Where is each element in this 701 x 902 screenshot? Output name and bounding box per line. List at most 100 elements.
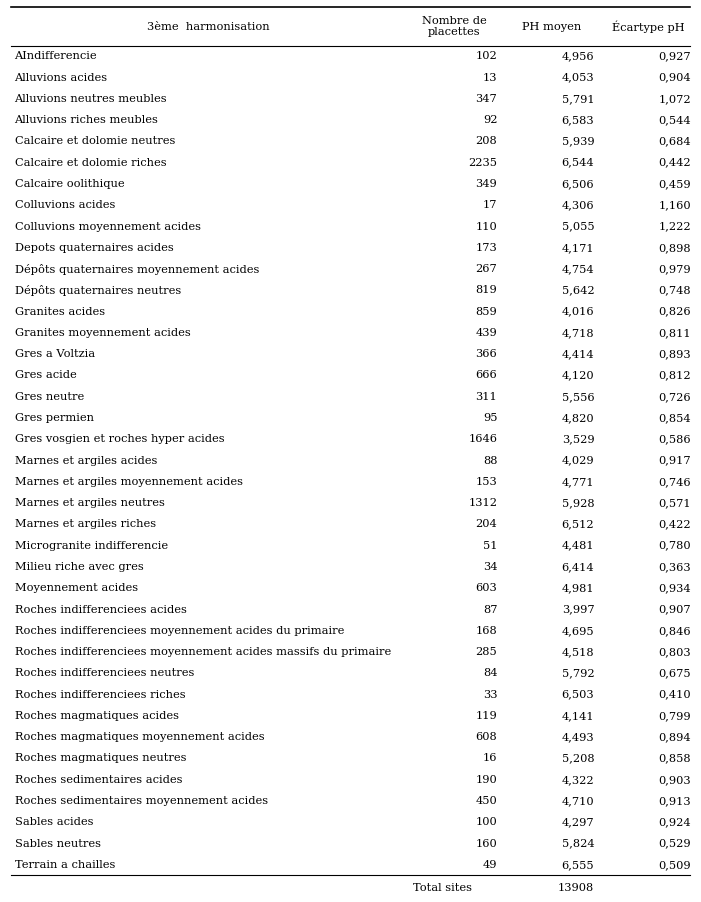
Text: Alluvions acides: Alluvions acides — [15, 72, 108, 83]
Text: 88: 88 — [483, 456, 497, 465]
Text: 4,981: 4,981 — [562, 584, 594, 594]
Text: 2235: 2235 — [468, 158, 497, 168]
Text: 0,893: 0,893 — [659, 349, 691, 359]
Text: 0,748: 0,748 — [659, 285, 691, 295]
Text: 0,913: 0,913 — [659, 796, 691, 806]
Text: 6,555: 6,555 — [562, 860, 594, 870]
Text: Colluvions moyennement acides: Colluvions moyennement acides — [15, 222, 200, 232]
Text: 450: 450 — [475, 796, 497, 806]
Text: 0,894: 0,894 — [659, 732, 691, 742]
Text: 0,826: 0,826 — [659, 307, 691, 317]
Text: 4,481: 4,481 — [562, 540, 594, 551]
Text: Calcaire oolithique: Calcaire oolithique — [15, 179, 124, 189]
Text: 110: 110 — [475, 222, 497, 232]
Text: 1312: 1312 — [468, 498, 497, 508]
Text: 439: 439 — [475, 328, 497, 338]
Text: Roches indifferenciees acides: Roches indifferenciees acides — [15, 604, 186, 614]
Text: 1,160: 1,160 — [659, 200, 691, 210]
Text: 3ème  harmonisation: 3ème harmonisation — [147, 22, 270, 32]
Text: 0,858: 0,858 — [659, 753, 691, 763]
Text: 347: 347 — [475, 94, 497, 104]
Text: 87: 87 — [483, 604, 497, 614]
Text: Marnes et argiles neutres: Marnes et argiles neutres — [15, 498, 165, 508]
Text: Écartype pH: Écartype pH — [612, 20, 685, 32]
Text: 6,544: 6,544 — [562, 158, 594, 168]
Text: 0,529: 0,529 — [659, 839, 691, 849]
Text: 1,072: 1,072 — [659, 94, 691, 104]
Text: 666: 666 — [475, 371, 497, 381]
Text: Microgranite indifferencie: Microgranite indifferencie — [15, 540, 168, 551]
Text: 4,120: 4,120 — [562, 371, 594, 381]
Text: 0,363: 0,363 — [659, 562, 691, 572]
Text: Roches indifferenciees neutres: Roches indifferenciees neutres — [15, 668, 194, 678]
Text: 13908: 13908 — [558, 883, 594, 893]
Text: 0,410: 0,410 — [659, 690, 691, 700]
Text: 0,746: 0,746 — [659, 477, 691, 487]
Text: 153: 153 — [475, 477, 497, 487]
Text: 0,907: 0,907 — [659, 604, 691, 614]
Text: Sables neutres: Sables neutres — [15, 839, 100, 849]
Text: 6,583: 6,583 — [562, 115, 594, 125]
Text: Gres a Voltzia: Gres a Voltzia — [15, 349, 95, 359]
Text: 0,586: 0,586 — [659, 434, 691, 445]
Text: 5,208: 5,208 — [562, 753, 594, 763]
Text: 4,053: 4,053 — [562, 72, 594, 83]
Text: 0,799: 0,799 — [659, 711, 691, 721]
Text: 4,414: 4,414 — [562, 349, 594, 359]
Text: 4,297: 4,297 — [562, 817, 594, 827]
Text: 51: 51 — [483, 540, 497, 551]
Text: 4,016: 4,016 — [562, 307, 594, 317]
Text: Roches sedimentaires moyennement acides: Roches sedimentaires moyennement acides — [15, 796, 268, 806]
Text: Alluvions riches meubles: Alluvions riches meubles — [15, 115, 158, 125]
Text: 5,642: 5,642 — [562, 285, 594, 295]
Text: 0,803: 0,803 — [659, 647, 691, 657]
Text: 0,927: 0,927 — [659, 51, 691, 61]
Text: Moyennement acides: Moyennement acides — [15, 584, 137, 594]
Text: Total sites: Total sites — [413, 883, 472, 893]
Text: 160: 160 — [475, 839, 497, 849]
Text: 0,812: 0,812 — [659, 371, 691, 381]
Text: 168: 168 — [475, 626, 497, 636]
Text: Calcaire et dolomie neutres: Calcaire et dolomie neutres — [15, 136, 175, 146]
Text: Roches magmatiques neutres: Roches magmatiques neutres — [15, 753, 186, 763]
Text: Gres permien: Gres permien — [15, 413, 93, 423]
Text: 4,518: 4,518 — [562, 647, 594, 657]
Text: 4,695: 4,695 — [562, 626, 594, 636]
Text: Alluvions neutres meubles: Alluvions neutres meubles — [15, 94, 167, 104]
Text: 4,754: 4,754 — [562, 264, 594, 274]
Text: 5,055: 5,055 — [562, 222, 594, 232]
Text: 0,904: 0,904 — [659, 72, 691, 83]
Text: 0,917: 0,917 — [659, 456, 691, 465]
Text: 34: 34 — [483, 562, 497, 572]
Text: 4,956: 4,956 — [562, 51, 594, 61]
Text: Marnes et argiles acides: Marnes et argiles acides — [15, 456, 157, 465]
Text: Marnes et argiles moyennement acides: Marnes et argiles moyennement acides — [15, 477, 243, 487]
Text: 859: 859 — [475, 307, 497, 317]
Text: 4,306: 4,306 — [562, 200, 594, 210]
Text: 0,811: 0,811 — [659, 328, 691, 338]
Text: 4,493: 4,493 — [562, 732, 594, 742]
Text: 0,898: 0,898 — [659, 243, 691, 253]
Text: Roches indifferenciees riches: Roches indifferenciees riches — [15, 690, 185, 700]
Text: 0,684: 0,684 — [659, 136, 691, 146]
Text: 4,718: 4,718 — [562, 328, 594, 338]
Text: Colluvions acides: Colluvions acides — [15, 200, 115, 210]
Text: 6,512: 6,512 — [562, 520, 594, 529]
Text: 0,675: 0,675 — [659, 668, 691, 678]
Text: 119: 119 — [475, 711, 497, 721]
Text: 102: 102 — [475, 51, 497, 61]
Text: 208: 208 — [475, 136, 497, 146]
Text: Terrain a chailles: Terrain a chailles — [15, 860, 115, 870]
Text: AIndifferencie: AIndifferencie — [15, 51, 97, 61]
Text: Roches magmatiques acides: Roches magmatiques acides — [15, 711, 179, 721]
Text: 100: 100 — [475, 817, 497, 827]
Text: 17: 17 — [483, 200, 497, 210]
Text: 6,503: 6,503 — [562, 690, 594, 700]
Text: Roches indifferenciees moyennement acides du primaire: Roches indifferenciees moyennement acide… — [15, 626, 344, 636]
Text: 6,506: 6,506 — [562, 179, 594, 189]
Text: PH moyen: PH moyen — [522, 22, 581, 32]
Text: 4,322: 4,322 — [562, 775, 594, 785]
Text: 349: 349 — [475, 179, 497, 189]
Text: 0,846: 0,846 — [659, 626, 691, 636]
Text: 4,771: 4,771 — [562, 477, 594, 487]
